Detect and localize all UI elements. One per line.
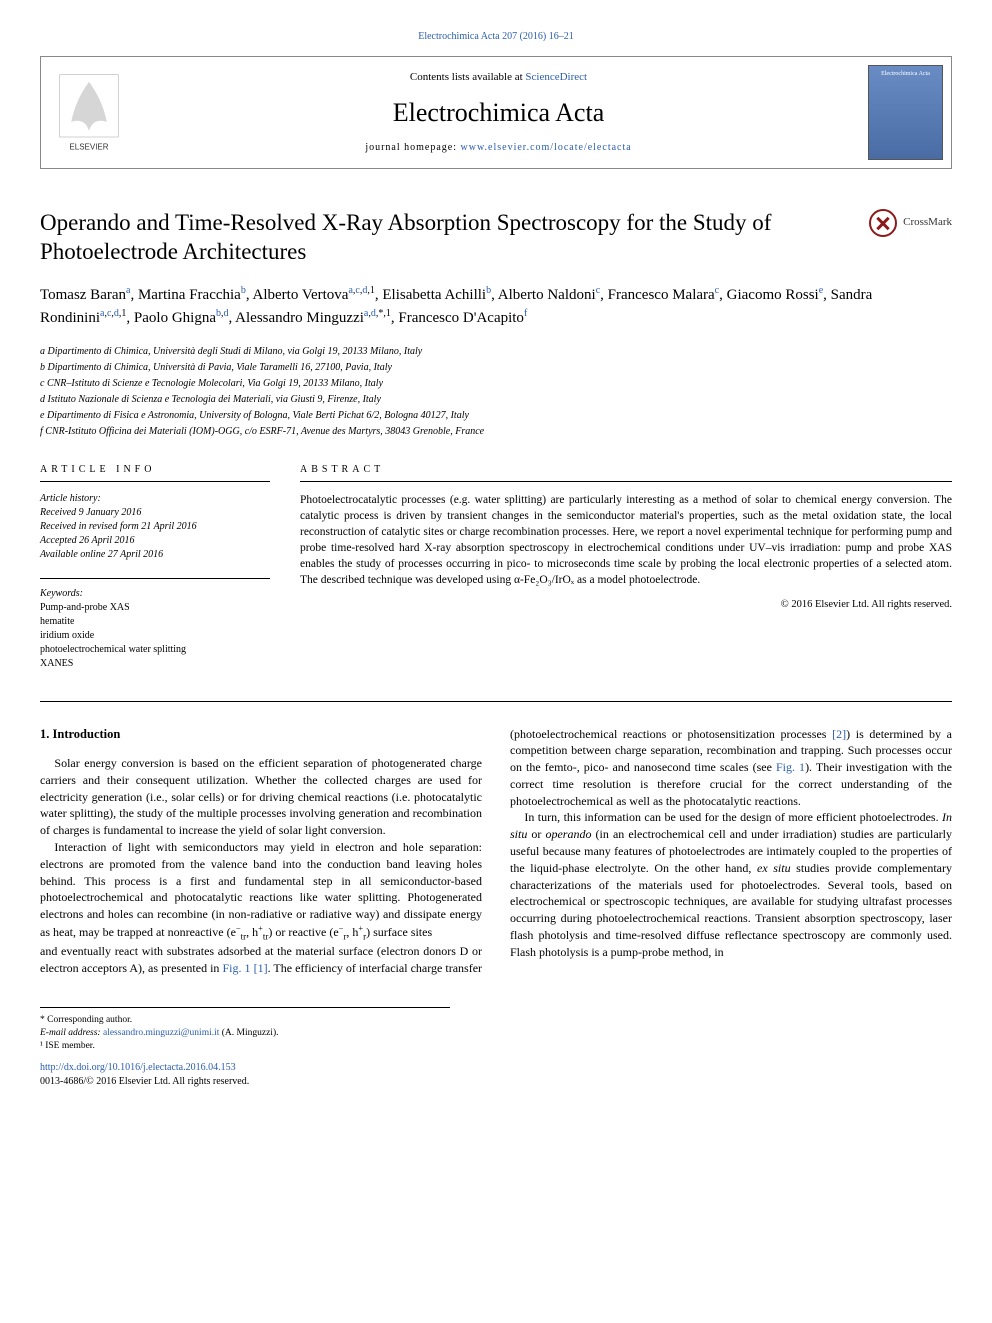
keyword: Pump-and-probe XAS bbox=[40, 601, 270, 615]
keyword: hematite bbox=[40, 615, 270, 629]
homepage-line: journal homepage: www.elsevier.com/locat… bbox=[129, 141, 868, 155]
journal-citation: Electrochimica Acta 207 (2016) 16–21 bbox=[40, 30, 952, 44]
body-paragraph: Solar energy conversion is based on the … bbox=[40, 755, 482, 839]
article-info-label: ARTICLE INFO bbox=[40, 463, 270, 482]
abstract-text: Photoelectrocatalytic processes (e.g. wa… bbox=[300, 492, 952, 589]
keyword: XANES bbox=[40, 657, 270, 671]
keyword: iridium oxide bbox=[40, 629, 270, 643]
email-label: E-mail address: bbox=[40, 1028, 103, 1038]
corresponding-author-note: * Corresponding author. bbox=[40, 1014, 450, 1027]
body-paragraph: In turn, this information can be used fo… bbox=[510, 809, 952, 960]
cover-thumb-label: Electrochimica Acta bbox=[869, 70, 942, 78]
history-label: Article history: bbox=[40, 492, 270, 506]
affiliation: f CNR-Istituto Officina dei Materiali (I… bbox=[40, 424, 952, 439]
email-name: (A. Minguzzi). bbox=[219, 1028, 278, 1038]
keyword: photoelectrochemical water splitting bbox=[40, 643, 270, 657]
history-line: Accepted 26 April 2016 bbox=[40, 534, 270, 548]
title-row: Operando and Time-Resolved X-Ray Absorpt… bbox=[40, 209, 952, 267]
contents-line: Contents lists available at ScienceDirec… bbox=[129, 70, 868, 85]
affiliation: e Dipartimento di Fisica e Astronomia, U… bbox=[40, 408, 952, 423]
elsevier-logo: ELSEVIER bbox=[49, 68, 129, 158]
keywords-label: Keywords: bbox=[40, 587, 270, 601]
history-line: Received 9 January 2016 bbox=[40, 506, 270, 520]
issn-copyright: 0013-4686/© 2016 Elsevier Ltd. All right… bbox=[40, 1075, 952, 1089]
journal-name: Electrochimica Acta bbox=[129, 95, 868, 131]
email-line: E-mail address: alessandro.minguzzi@unim… bbox=[40, 1027, 450, 1040]
abstract-copyright: © 2016 Elsevier Ltd. All rights reserved… bbox=[300, 598, 952, 613]
abstract-label: ABSTRACT bbox=[300, 463, 952, 482]
journal-header: ELSEVIER Contents lists available at Sci… bbox=[40, 56, 952, 169]
section-heading: 1. Introduction bbox=[40, 726, 482, 744]
author-list: Tomasz Barana, Martina Fracchiab, Albert… bbox=[40, 283, 952, 330]
affiliation: b Dipartimento di Chimica, Università di… bbox=[40, 360, 952, 375]
svg-text:ELSEVIER: ELSEVIER bbox=[69, 142, 108, 151]
homepage-prefix: journal homepage: bbox=[365, 142, 460, 153]
crossmark-badge[interactable]: CrossMark bbox=[869, 209, 952, 237]
abstract: ABSTRACT Photoelectrocatalytic processes… bbox=[300, 463, 952, 671]
info-abstract-row: ARTICLE INFO Article history: Received 9… bbox=[40, 463, 952, 671]
footnotes: * Corresponding author. E-mail address: … bbox=[40, 1007, 450, 1054]
email-link[interactable]: alessandro.minguzzi@unimi.it bbox=[103, 1028, 219, 1038]
history-line: Received in revised form 21 April 2016 bbox=[40, 520, 270, 534]
crossmark-icon bbox=[869, 209, 897, 237]
journal-citation-link[interactable]: Electrochimica Acta 207 (2016) 16–21 bbox=[418, 31, 574, 42]
sciencedirect-link[interactable]: ScienceDirect bbox=[525, 71, 587, 83]
affiliation: a Dipartimento di Chimica, Università de… bbox=[40, 344, 952, 359]
affiliation: d Istituto Nazionale di Scienza e Tecnol… bbox=[40, 392, 952, 407]
affiliation: c CNR–Istituto di Scienze e Tecnologie M… bbox=[40, 376, 952, 391]
article-history: Article history: Received 9 January 2016… bbox=[40, 492, 270, 562]
homepage-link[interactable]: www.elsevier.com/locate/electacta bbox=[461, 142, 632, 153]
affiliations: a Dipartimento di Chimica, Università de… bbox=[40, 344, 952, 439]
body-columns: 1. Introduction Solar energy conversion … bbox=[40, 701, 952, 977]
header-center: Contents lists available at ScienceDirec… bbox=[129, 70, 868, 156]
footnote-ise: ¹ ISE member. bbox=[40, 1040, 450, 1053]
doi-block: http://dx.doi.org/10.1016/j.electacta.20… bbox=[40, 1061, 952, 1089]
body-paragraph: Interaction of light with semiconductors… bbox=[40, 839, 482, 943]
journal-cover-thumbnail: Electrochimica Acta bbox=[868, 65, 943, 160]
crossmark-label: CrossMark bbox=[903, 215, 952, 230]
article-title: Operando and Time-Resolved X-Ray Absorpt… bbox=[40, 209, 849, 267]
keywords: Keywords: Pump-and-probe XAS hematite ir… bbox=[40, 578, 270, 671]
contents-prefix: Contents lists available at bbox=[410, 71, 525, 83]
article-info: ARTICLE INFO Article history: Received 9… bbox=[40, 463, 270, 671]
page-container: Electrochimica Acta 207 (2016) 16–21 ELS… bbox=[0, 0, 992, 1119]
history-line: Available online 27 April 2016 bbox=[40, 548, 270, 562]
doi-link[interactable]: http://dx.doi.org/10.1016/j.electacta.20… bbox=[40, 1062, 236, 1073]
